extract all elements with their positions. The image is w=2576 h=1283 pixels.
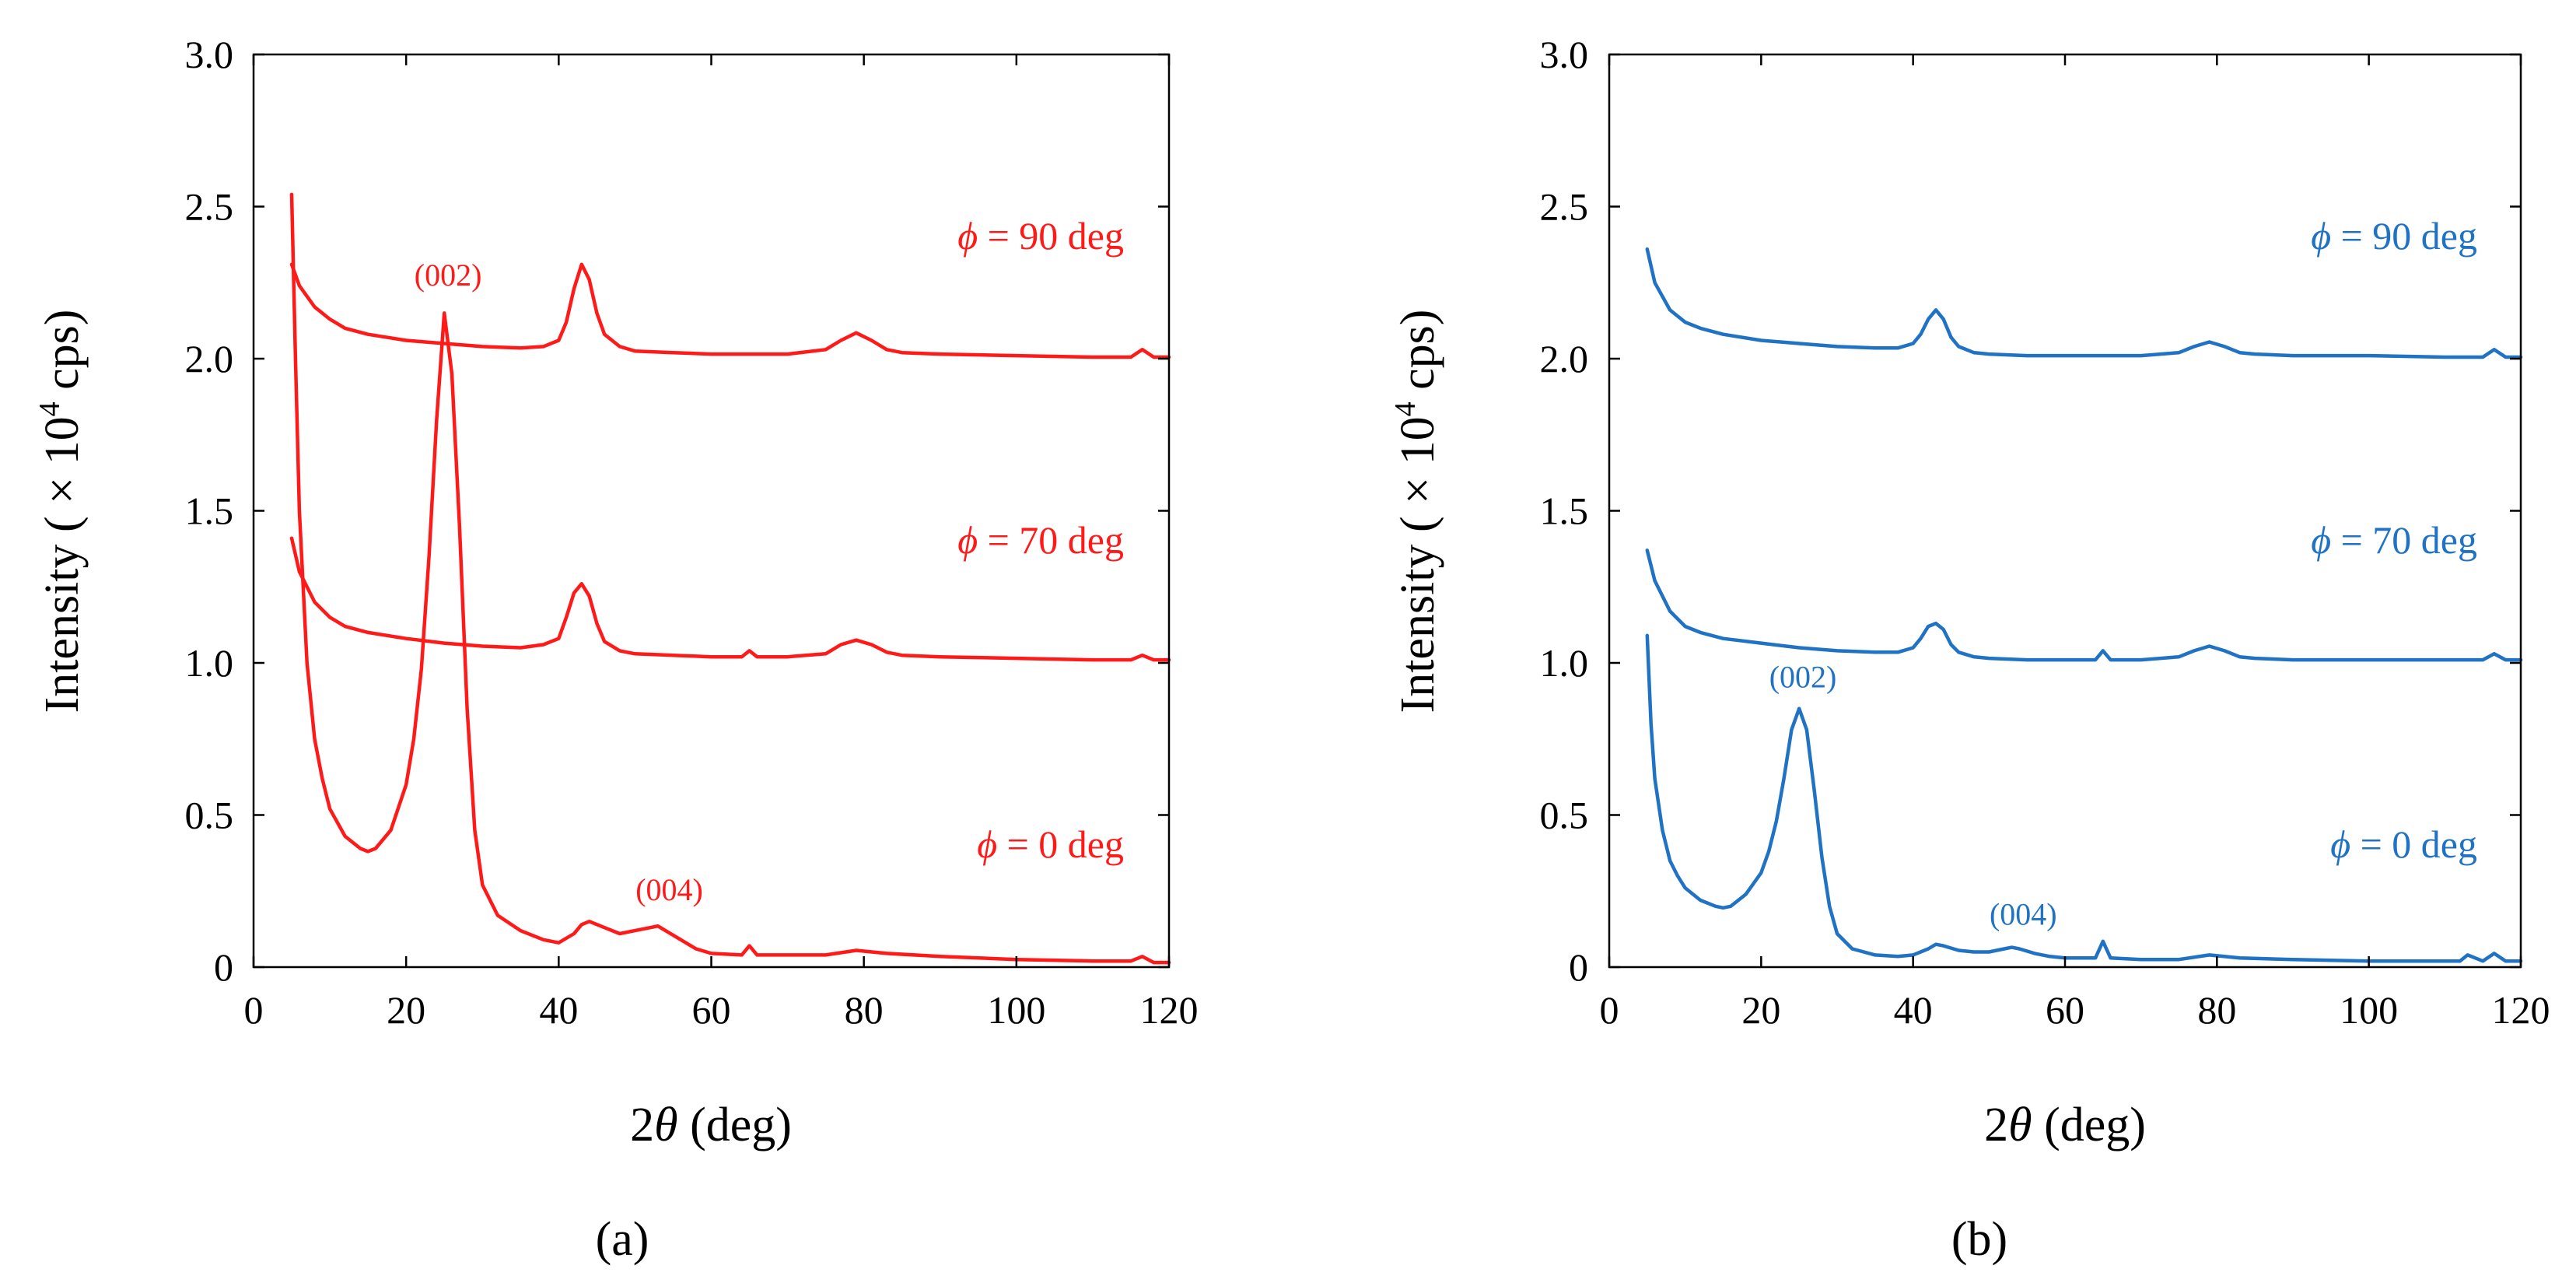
series-line-1: [289, 536, 1171, 662]
x-tick-label: 80: [845, 988, 884, 1032]
y-tick-label: 0: [1569, 945, 1588, 989]
plot-area-b: ϕ = 90 deg ϕ = 70 deg ϕ = 0 deg (002) (004): [1645, 214, 2523, 963]
series-label-1: ϕ = 70 deg: [957, 518, 1124, 562]
panel-label-a: (a): [596, 1213, 649, 1266]
x-tick-label: 80: [2197, 988, 2236, 1032]
peak-annotation: (002): [1769, 659, 1837, 694]
series-label-1: ϕ = 70 deg: [2311, 518, 2477, 562]
y-tick-label: 1.5: [185, 489, 234, 533]
y-tick-label: 2.0: [1540, 337, 1589, 380]
x-axis-label-b: 2θ (deg): [1984, 1099, 2146, 1152]
y-tick-label: 1.5: [1540, 489, 1589, 533]
plot-area-a: ϕ = 90 deg ϕ = 70 deg ϕ = 0 deg (002) (004): [289, 192, 1171, 965]
ticks-b: 0 20 40 60 80 100 120 0 0.5 1.0 1.5 2.0 2.5 3.0: [1540, 33, 2550, 1032]
peak-annotation: (002): [415, 258, 482, 293]
y-tick-label: 2.0: [185, 337, 234, 380]
series-line-0: [1645, 247, 2523, 359]
x-tick-label: 40: [539, 988, 578, 1032]
series-line-1: [1645, 549, 2523, 662]
series-line-2: [1645, 633, 2523, 963]
x-tick-label: 60: [692, 988, 731, 1032]
series-label-0: ϕ = 90 deg: [957, 214, 1124, 258]
x-tick-label: 20: [387, 988, 425, 1032]
y-tick-label: 2.5: [1540, 185, 1589, 229]
y-tick-label: 0.5: [1540, 794, 1589, 837]
y-tick-label: 3.0: [185, 33, 234, 76]
x-tick-label: 0: [244, 988, 264, 1032]
x-tick-label: 0: [1600, 988, 1619, 1032]
x-tick-label: 120: [1140, 988, 1199, 1032]
y-axis-label-b: Intensity ( × 104 cps): [1389, 310, 1444, 713]
x-tick-label: 60: [2046, 988, 2084, 1032]
y-tick-label: 0: [214, 945, 233, 989]
x-tick-label: 100: [987, 988, 1045, 1032]
series-line-0: [289, 262, 1171, 359]
series-label-2: ϕ = 0 deg: [977, 822, 1124, 866]
x-tick-label: 40: [1894, 988, 1933, 1032]
peak-annotation: (004): [635, 872, 703, 907]
series-label-2: ϕ = 0 deg: [2330, 822, 2477, 866]
series-line-2: [289, 192, 1171, 965]
panel-label-b: (b): [1951, 1213, 2007, 1266]
y-tick-label: 1.0: [185, 641, 234, 685]
x-tick-label: 100: [2340, 988, 2398, 1032]
ticks-a: 0 20 40 60 80 100 120 0 0.5 1.0 1.5 2.0 2.5 3.0: [185, 33, 1199, 1032]
y-axis-label-a: Intensity ( × 104 cps): [33, 310, 89, 713]
series-label-0: ϕ = 90 deg: [2311, 214, 2477, 258]
y-tick-label: 1.0: [1540, 641, 1589, 685]
x-tick-label: 20: [1741, 988, 1780, 1032]
peak-annotation: (004): [1990, 896, 2057, 931]
y-tick-label: 0.5: [185, 794, 234, 837]
y-tick-label: 2.5: [185, 185, 234, 229]
x-axis-label-a: 2θ (deg): [630, 1099, 792, 1152]
x-tick-label: 120: [2492, 988, 2550, 1032]
y-tick-label: 3.0: [1540, 33, 1589, 76]
